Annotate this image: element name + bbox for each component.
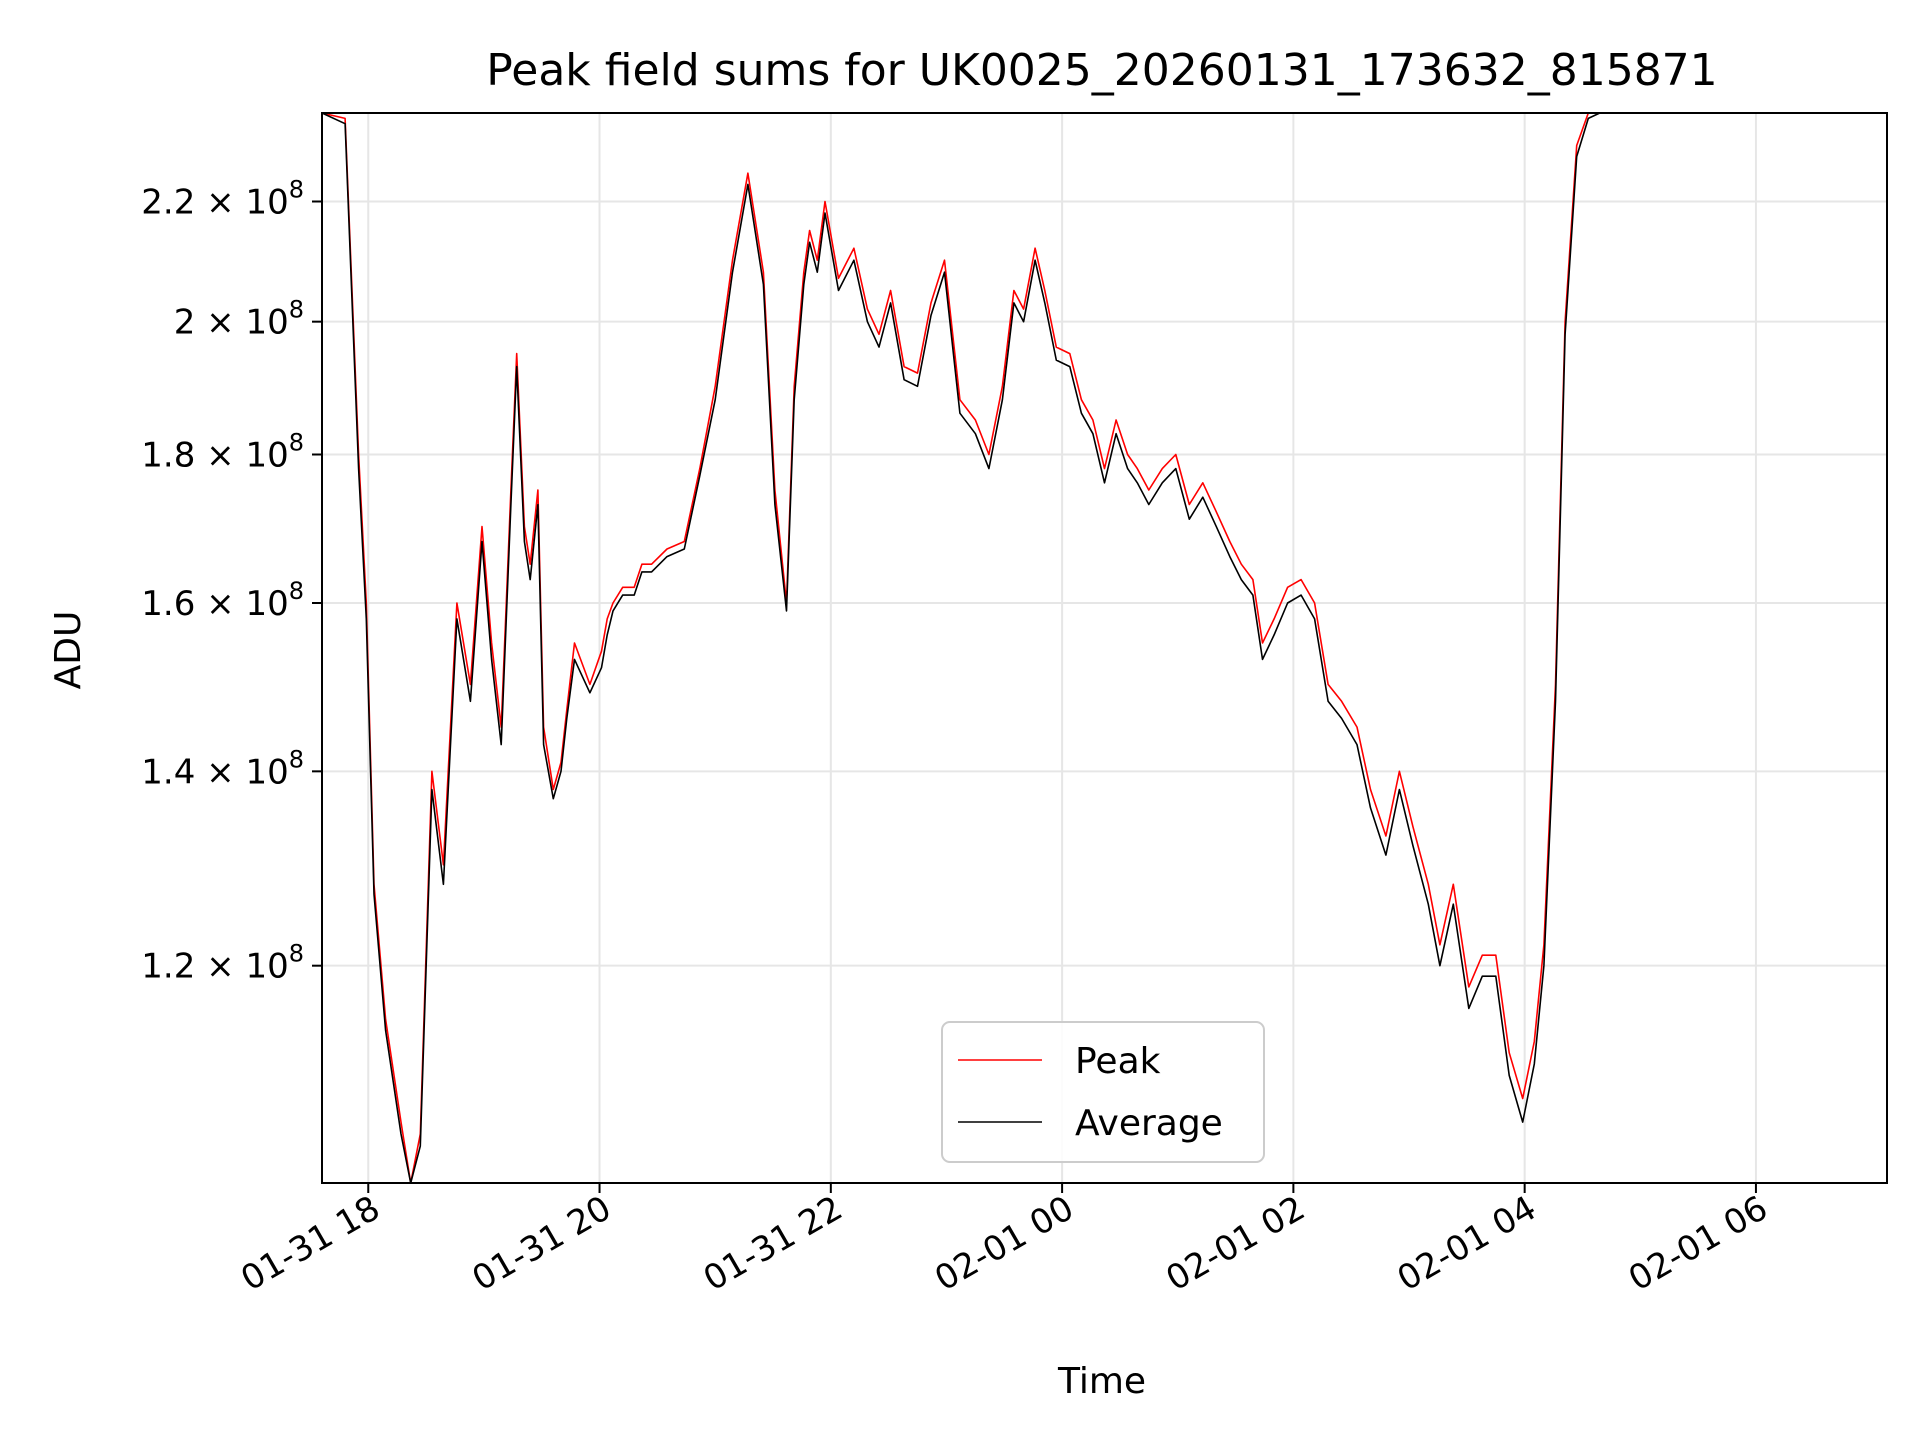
grid <box>322 113 1887 1183</box>
series-line-average <box>321 112 1833 1184</box>
series-lines <box>321 112 1833 1184</box>
legend: Peak Average <box>941 1021 1265 1163</box>
legend-label-average: Average <box>1075 1103 1223 1144</box>
y-tick-label: 1.2 × 108 <box>141 940 304 987</box>
series-line-peak <box>321 112 1833 1184</box>
y-tick-label: 1.6 × 108 <box>141 577 304 624</box>
y-axis-label: ADU <box>48 611 89 690</box>
y-tick-label: 1.4 × 108 <box>141 745 304 792</box>
y-tick-label: 2 × 108 <box>174 296 304 343</box>
x-axis-label: Time <box>1057 1361 1146 1402</box>
chart-title: Peak field sums for UK0025_20260131_1736… <box>486 45 1717 96</box>
y-tick-label: 2.2 × 108 <box>141 176 304 223</box>
y-tick-label: 1.8 × 108 <box>141 429 304 476</box>
plot-frame <box>321 112 1888 1184</box>
legend-label-peak: Peak <box>1075 1041 1161 1082</box>
legend-box <box>941 1021 1265 1163</box>
